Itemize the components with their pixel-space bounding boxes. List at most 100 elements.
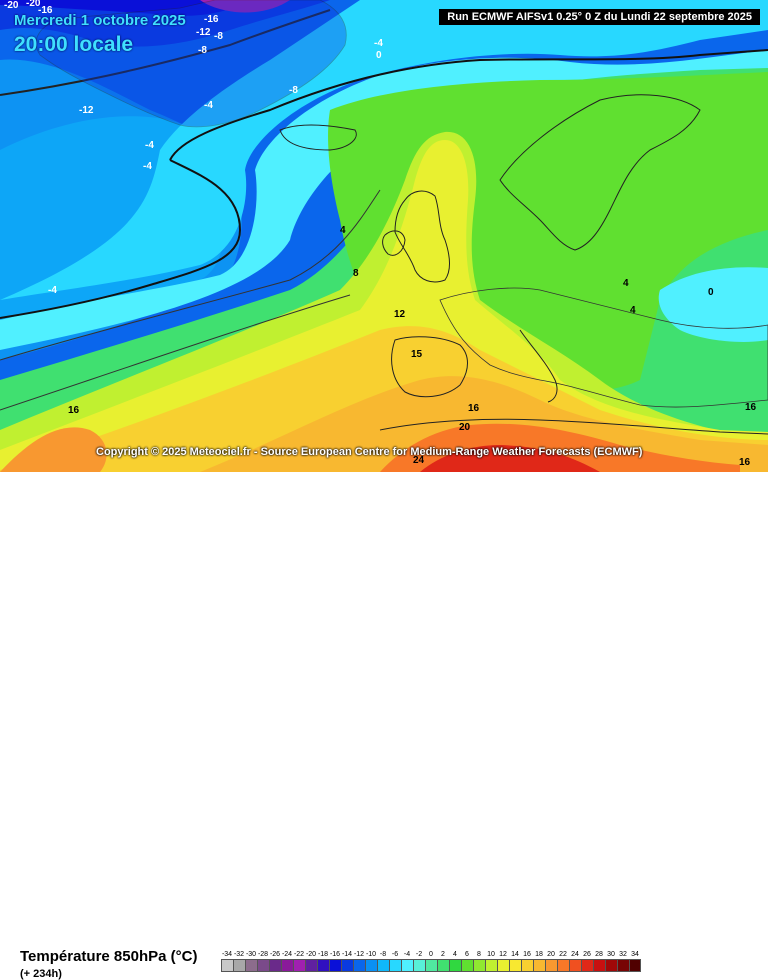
legend-color-swatch bbox=[497, 959, 509, 972]
legend-tick-label: 20 bbox=[547, 951, 555, 958]
isotherm-label: 0 bbox=[708, 287, 714, 298]
isotherm-label: 0 bbox=[376, 50, 382, 61]
field-yellow bbox=[0, 140, 768, 472]
legend-color-swatch bbox=[257, 959, 269, 972]
legend-tick-label: 26 bbox=[583, 951, 591, 958]
legend-tick-label: -12 bbox=[353, 951, 365, 958]
legend-step: -30 bbox=[245, 950, 257, 972]
legend-step: 34 bbox=[629, 950, 641, 972]
iceland-shape bbox=[279, 124, 357, 151]
isotherm-label: -4 bbox=[204, 100, 213, 111]
iberia-shape bbox=[391, 336, 468, 398]
legend-color-swatch bbox=[377, 959, 389, 972]
legend-tick-label: 18 bbox=[535, 951, 543, 958]
isotherm-label: 8 bbox=[353, 268, 359, 279]
map-canvas bbox=[0, 0, 768, 472]
field-coldest bbox=[0, 0, 250, 16]
greenland-shape bbox=[35, 0, 347, 128]
legend-color-swatch bbox=[449, 959, 461, 972]
isotherm-line bbox=[0, 294, 351, 411]
legend-tick-label: 4 bbox=[453, 951, 457, 958]
legend-color-swatch bbox=[569, 959, 581, 972]
legend-color-swatch bbox=[341, 959, 353, 972]
legend-tick-label: -16 bbox=[329, 951, 341, 958]
legend-tick-label: -22 bbox=[293, 951, 305, 958]
legend-color-swatch bbox=[365, 959, 377, 972]
legend-step: -4 bbox=[401, 950, 413, 972]
legend-step: 18 bbox=[533, 950, 545, 972]
isotherm-label: -4 bbox=[48, 285, 57, 296]
legend-step: -16 bbox=[329, 950, 341, 972]
legend-tick-label: 8 bbox=[477, 951, 481, 958]
britain-shape bbox=[394, 190, 450, 283]
isotherm-label: -12 bbox=[79, 105, 94, 116]
legend-step: 32 bbox=[617, 950, 629, 972]
legend-tick-label: -30 bbox=[245, 951, 257, 958]
legend-step: 28 bbox=[593, 950, 605, 972]
legend-step: -12 bbox=[353, 950, 365, 972]
legend-step: 16 bbox=[521, 950, 533, 972]
legend-step: 24 bbox=[569, 950, 581, 972]
legend-step: 22 bbox=[557, 950, 569, 972]
legend-tick-label: 10 bbox=[487, 951, 495, 958]
isotherm-label: 16 bbox=[739, 457, 751, 468]
legend-tick-label: 0 bbox=[429, 951, 433, 958]
isotherm-label: 24 bbox=[413, 455, 425, 466]
legend-tick-label: 28 bbox=[595, 951, 603, 958]
legend-step: -32 bbox=[233, 950, 245, 972]
temperature-map: Mercredi 1 octobre 2025 20:00 locale Run… bbox=[0, 0, 768, 472]
field-cyan bbox=[0, 0, 768, 300]
legend-color-swatch bbox=[485, 959, 497, 972]
isotherm-label: 16 bbox=[468, 403, 480, 414]
legend-step: -26 bbox=[269, 950, 281, 972]
legend-tick-label: -24 bbox=[281, 951, 293, 958]
isotherm-label: 4 bbox=[630, 305, 636, 316]
legend-color-swatch bbox=[329, 959, 341, 972]
legend-tick-label: -8 bbox=[379, 951, 387, 958]
legend-color-swatch bbox=[557, 959, 569, 972]
legend-tick-label: 30 bbox=[607, 951, 615, 958]
run-info: Run ECMWF AIFSv1 0.25° 0 Z du Lundi 22 s… bbox=[439, 9, 760, 25]
isotherm-line bbox=[0, 9, 331, 96]
legend-step: -2 bbox=[413, 950, 425, 972]
legend-color-swatch bbox=[593, 959, 605, 972]
legend-color-swatch bbox=[389, 959, 401, 972]
lead-time: (+ 234h) bbox=[20, 968, 62, 980]
europe-shape bbox=[439, 287, 768, 408]
isotherm-label: -8 bbox=[289, 85, 298, 96]
isotherm-line bbox=[0, 159, 242, 319]
legend-step: -22 bbox=[293, 950, 305, 972]
italy-shape bbox=[519, 329, 558, 403]
field-west-hot bbox=[0, 427, 107, 472]
legend-step: 30 bbox=[605, 950, 617, 972]
legend-tick-label: -34 bbox=[221, 951, 233, 958]
legend-color-swatch bbox=[425, 959, 437, 972]
isotherm-label: -12 bbox=[196, 27, 211, 38]
legend-tick-label: -32 bbox=[233, 951, 245, 958]
legend-tick-label: 16 bbox=[523, 951, 531, 958]
legend-tick-label: 34 bbox=[631, 951, 639, 958]
legend-step: -24 bbox=[281, 950, 293, 972]
isotherm-label: -20 bbox=[4, 0, 19, 11]
legend-color-swatch bbox=[317, 959, 329, 972]
isotherm-label: 16 bbox=[68, 405, 80, 416]
isotherm-label: -16 bbox=[204, 14, 219, 25]
legend-color-swatch bbox=[461, 959, 473, 972]
isotherm-label: -16 bbox=[38, 5, 53, 16]
legend-step: 26 bbox=[581, 950, 593, 972]
legend-step: -20 bbox=[305, 950, 317, 972]
legend-step: -10 bbox=[365, 950, 377, 972]
legend-tick-label: -20 bbox=[305, 951, 317, 958]
legend-step: -14 bbox=[341, 950, 353, 972]
parameter-title: Température 850hPa (°C) bbox=[20, 948, 198, 965]
legend-step: -34 bbox=[221, 950, 233, 972]
legend-color-swatch bbox=[617, 959, 629, 972]
legend-tick-label: -4 bbox=[403, 951, 411, 958]
isotherm-label: -20 bbox=[26, 0, 41, 9]
isotherm-label: -4 bbox=[374, 38, 383, 49]
legend-color-swatch bbox=[269, 959, 281, 972]
legend-step: -6 bbox=[389, 950, 401, 972]
field-arctic bbox=[200, 0, 290, 13]
legend-tick-label: -18 bbox=[317, 951, 329, 958]
legend-color-swatch bbox=[245, 959, 257, 972]
